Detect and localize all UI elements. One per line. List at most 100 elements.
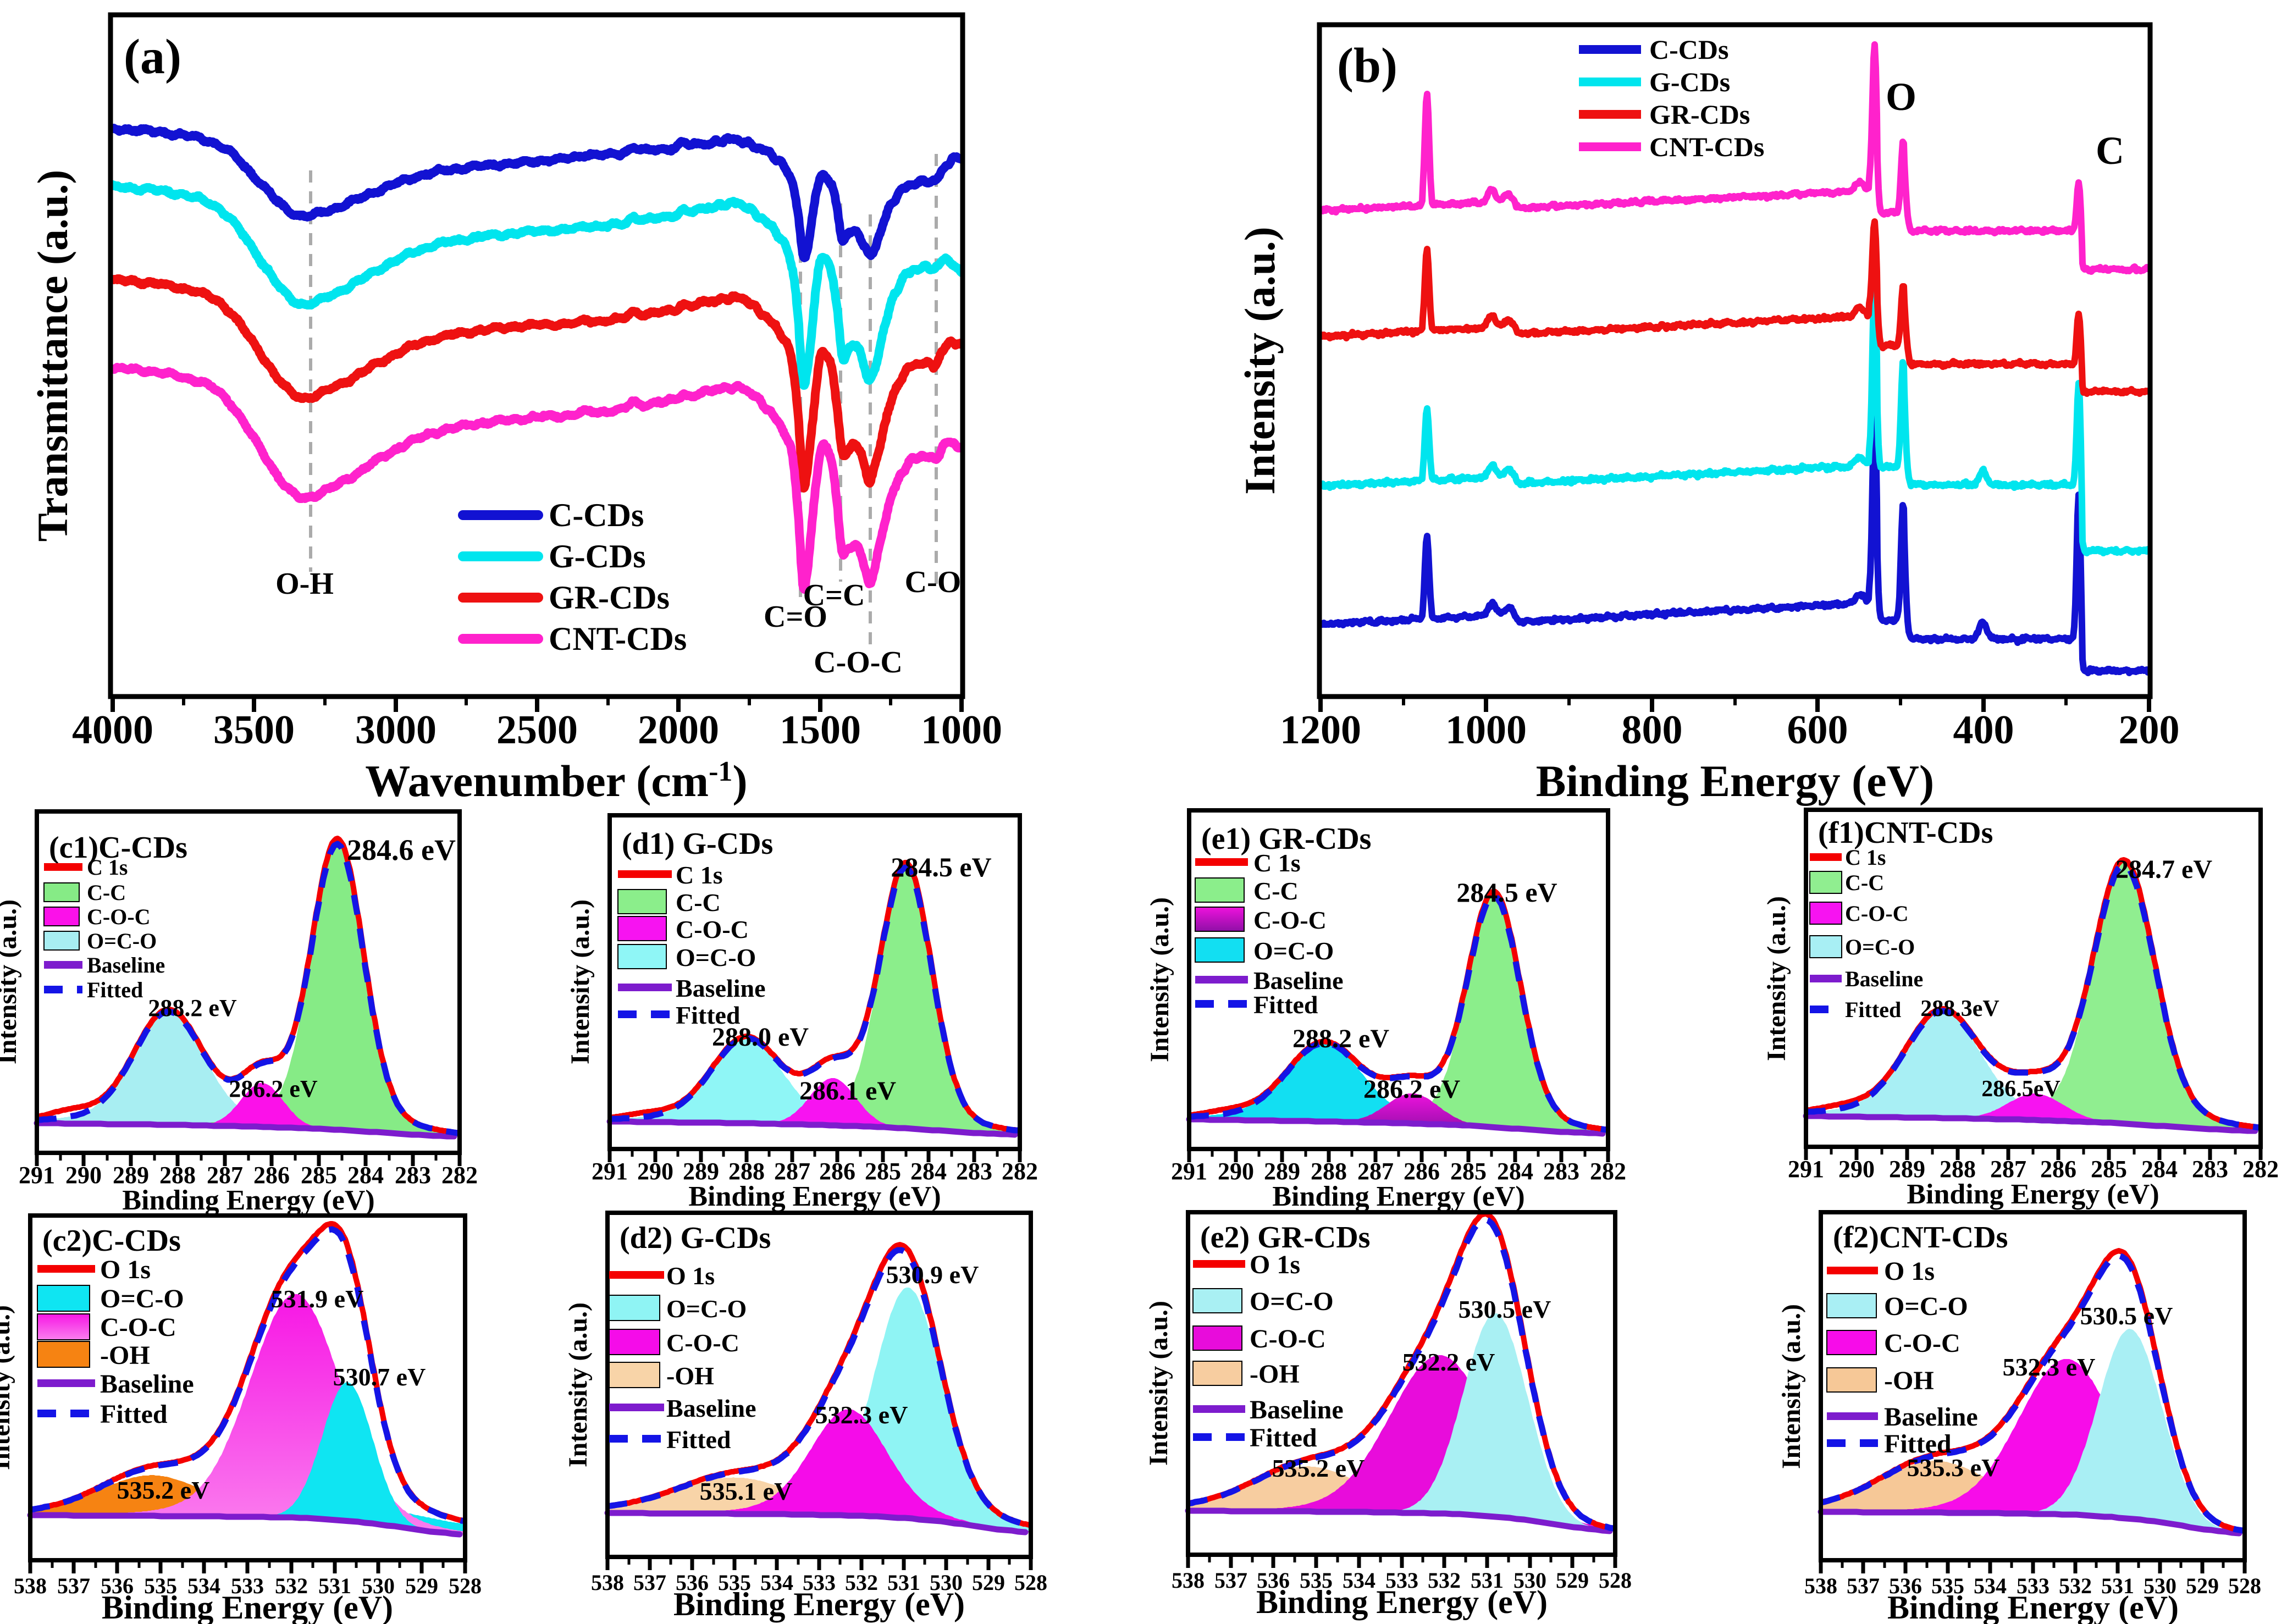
svg-text:(d2) G-CDs: (d2) G-CDs (620, 1221, 771, 1255)
svg-text:530: 530 (1513, 1568, 1546, 1593)
svg-text:C-C: C-C (1253, 877, 1299, 905)
svg-text:Baseline: Baseline (1250, 1395, 1344, 1424)
svg-text:2500: 2500 (496, 708, 578, 753)
svg-text:286.2 eV: 286.2 eV (229, 1075, 318, 1102)
svg-text:284: 284 (1497, 1158, 1533, 1185)
svg-text:G-CDs: G-CDs (549, 538, 646, 575)
svg-text:284.5 eV: 284.5 eV (1456, 877, 1557, 908)
svg-text:C 1s: C 1s (87, 855, 128, 880)
svg-text:290: 290 (1838, 1156, 1875, 1183)
svg-text:C-CDs: C-CDs (1649, 34, 1728, 65)
svg-text:-OH: -OH (100, 1341, 150, 1370)
svg-text:290: 290 (65, 1162, 102, 1189)
svg-text:286.1 eV: 286.1 eV (799, 1076, 896, 1106)
svg-text:Fitted: Fitted (676, 1001, 741, 1029)
svg-text:C-O-C: C-O-C (100, 1313, 176, 1342)
svg-text:535.2 eV: 535.2 eV (117, 1476, 210, 1504)
svg-text:Intensity (a.u.): Intensity (a.u.) (1144, 1301, 1173, 1466)
svg-text:283: 283 (2192, 1156, 2228, 1183)
svg-text:282: 282 (2242, 1156, 2279, 1183)
svg-text:(e2) GR-CDs: (e2) GR-CDs (1200, 1220, 1370, 1255)
svg-text:284.5 eV: 284.5 eV (891, 852, 991, 882)
svg-text:532.3 eV: 532.3 eV (815, 1401, 908, 1429)
svg-text:288.2 eV: 288.2 eV (1292, 1024, 1389, 1053)
svg-text:(e1) GR-CDs: (e1) GR-CDs (1201, 822, 1371, 856)
svg-text:536: 536 (101, 1573, 134, 1598)
svg-text:C=O: C=O (764, 600, 827, 634)
svg-text:C-O-C: C-O-C (1845, 901, 1909, 926)
svg-text:289: 289 (683, 1158, 719, 1185)
svg-text:530.9 eV: 530.9 eV (886, 1261, 979, 1289)
svg-text:534: 534 (187, 1573, 220, 1598)
svg-text:535: 535 (144, 1573, 177, 1598)
svg-text:529: 529 (1556, 1568, 1589, 1593)
svg-text:538: 538 (1172, 1568, 1205, 1593)
svg-text:O=C-O: O=C-O (1253, 937, 1334, 965)
svg-text:288: 288 (1940, 1156, 1976, 1183)
svg-text:537: 537 (1214, 1568, 1247, 1593)
svg-text:O=C-O: O=C-O (1250, 1287, 1334, 1316)
svg-text:600: 600 (1787, 708, 1848, 753)
svg-text:532.3 eV: 532.3 eV (2003, 1353, 2096, 1381)
svg-text:C 1s: C 1s (1253, 849, 1301, 877)
svg-text:C-O-C: C-O-C (1884, 1329, 1960, 1358)
svg-text:Baseline: Baseline (87, 953, 165, 977)
svg-text:Fitted: Fitted (1845, 997, 1901, 1022)
svg-text:531: 531 (1471, 1568, 1504, 1593)
svg-text:284: 284 (2141, 1156, 2178, 1183)
svg-text:C=C: C=C (803, 578, 865, 612)
svg-text:287: 287 (1357, 1158, 1394, 1185)
svg-text:287: 287 (207, 1162, 243, 1189)
svg-text:1200: 1200 (1280, 708, 1361, 753)
svg-text:537: 537 (57, 1573, 90, 1598)
svg-text:529: 529 (972, 1570, 1005, 1595)
svg-text:Binding Energy (eV): Binding Energy (eV) (1256, 1584, 1548, 1620)
svg-text:287: 287 (774, 1158, 810, 1185)
svg-text:Intensity (a.u.): Intensity (a.u.) (1236, 227, 1284, 495)
svg-text:Fitted: Fitted (100, 1400, 168, 1429)
svg-text:290: 290 (1218, 1158, 1254, 1185)
svg-text:291: 291 (19, 1162, 55, 1189)
svg-text:288: 288 (1311, 1158, 1347, 1185)
svg-text:Binding Energy (eV): Binding Energy (eV) (673, 1586, 965, 1622)
svg-text:GR-CDs: GR-CDs (549, 579, 670, 616)
svg-text:O=C-O: O=C-O (1884, 1292, 1968, 1321)
svg-text:Binding Energy (eV): Binding Energy (eV) (1887, 1589, 2179, 1624)
svg-text:O-H: O-H (275, 567, 334, 601)
svg-text:G-CDs: G-CDs (1649, 67, 1730, 97)
svg-text:O=C-O: O=C-O (87, 929, 157, 953)
svg-text:Binding Energy (eV): Binding Energy (eV) (688, 1181, 941, 1212)
svg-text:O 1s: O 1s (100, 1255, 151, 1284)
svg-text:282: 282 (441, 1162, 478, 1189)
svg-text:535.2 eV: 535.2 eV (1272, 1454, 1365, 1482)
svg-text:282: 282 (1590, 1158, 1626, 1185)
svg-text:286: 286 (819, 1158, 855, 1185)
svg-text:535: 535 (1300, 1568, 1333, 1593)
svg-text:528: 528 (1014, 1570, 1047, 1595)
svg-text:1500: 1500 (780, 708, 861, 753)
svg-text:288.2 eV: 288.2 eV (148, 995, 237, 1021)
svg-text:(f1)CNT-CDs: (f1)CNT-CDs (1818, 816, 1993, 850)
svg-text:291: 291 (1171, 1158, 1207, 1185)
svg-text:286: 286 (253, 1162, 290, 1189)
svg-text:283: 283 (395, 1162, 431, 1189)
svg-text:533: 533 (1385, 1568, 1418, 1593)
svg-text:CNT-CDs: CNT-CDs (549, 621, 687, 657)
svg-text:291: 291 (592, 1158, 628, 1185)
svg-text:536: 536 (1257, 1568, 1290, 1593)
svg-text:200: 200 (2119, 708, 2180, 753)
svg-text:536: 536 (676, 1570, 709, 1595)
svg-text:534: 534 (760, 1570, 793, 1595)
svg-text:Binding Energy (eV): Binding Energy (eV) (122, 1185, 374, 1216)
svg-text:533: 533 (2017, 1573, 2050, 1598)
svg-text:(a): (a) (124, 30, 181, 84)
svg-text:Wavenumber (cm-1): Wavenumber (cm-1) (365, 756, 747, 807)
svg-text:Intensity (a.u.): Intensity (a.u.) (1145, 897, 1174, 1062)
svg-text:537: 537 (1847, 1573, 1880, 1598)
svg-text:536: 536 (1889, 1573, 1922, 1598)
svg-text:288.3eV: 288.3eV (1920, 996, 1999, 1021)
svg-text:532: 532 (2059, 1573, 2092, 1598)
svg-text:O=C-O: O=C-O (100, 1284, 184, 1313)
svg-text:(c2)C-CDs: (c2)C-CDs (42, 1224, 181, 1258)
svg-text:286: 286 (2040, 1156, 2076, 1183)
